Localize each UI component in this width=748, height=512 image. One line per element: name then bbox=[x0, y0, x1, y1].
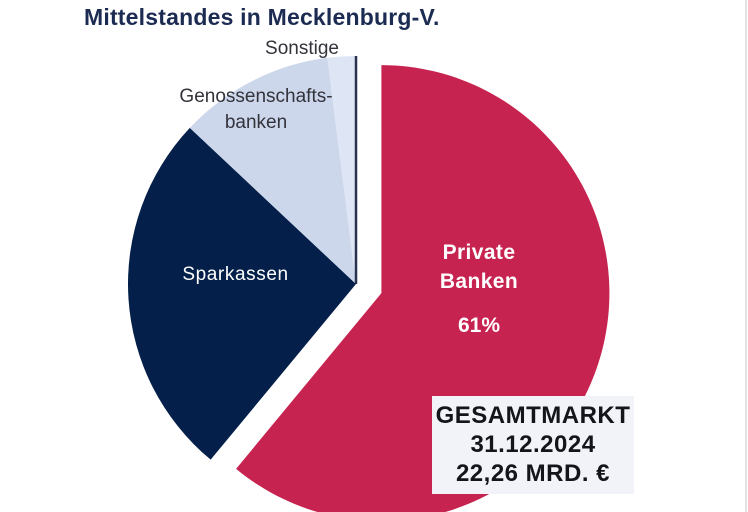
label-sparkassen: Sparkassen bbox=[182, 264, 289, 285]
pie-slice-sonstige bbox=[327, 56, 356, 284]
chart-title: Mittelstandes in Mecklenburg-V. bbox=[84, 4, 440, 30]
gesamtmarkt-box: GESAMTMARKT 31.12.2024 22,26 MRD. € bbox=[432, 396, 634, 494]
label-private-banken: Private Banken bbox=[439, 241, 519, 293]
page-edge-line bbox=[745, 0, 747, 512]
label-private-banken-percent: 61% bbox=[457, 314, 501, 337]
label-sonstige: Sonstige bbox=[265, 38, 339, 59]
gesamtmarkt-title: GESAMTMARKT bbox=[435, 402, 631, 429]
pie-slice-genossenschaftsbanken bbox=[189, 57, 356, 284]
pie-slice-sparkassen bbox=[128, 127, 356, 460]
gesamtmarkt-date: 31.12.2024 bbox=[470, 431, 596, 458]
label-genossenschaftsbanken: Genossenschafts- banken bbox=[179, 86, 333, 133]
gesamtmarkt-value: 22,26 MRD. € bbox=[455, 460, 611, 487]
